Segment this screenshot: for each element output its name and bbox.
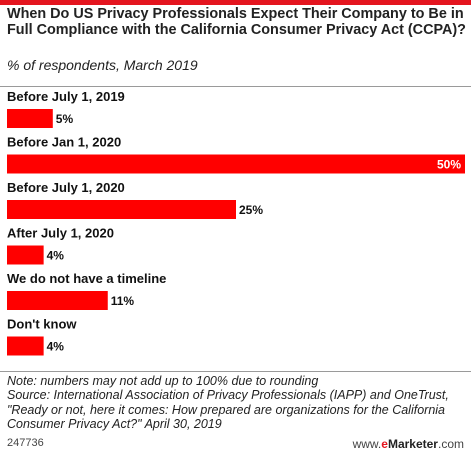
credit-suffix: .com (437, 437, 464, 451)
chart-subtitle: % of respondents, March 2019 (7, 57, 198, 73)
bar (7, 245, 44, 265)
bottom-divider (0, 371, 471, 372)
emarketer-credit: www.eMarketer.com (353, 437, 464, 451)
category-label: Before July 1, 2019 (7, 89, 125, 104)
note-text: Note: numbers may not add up to 100% due… (7, 374, 319, 388)
chart-id: 247736 (7, 437, 44, 449)
bar (7, 291, 108, 310)
category-label: Don't know (7, 317, 77, 332)
brand-e: e (381, 437, 388, 451)
chart-notes: Note: numbers may not add up to 100% due… (7, 374, 467, 432)
category-label: After July 1, 2020 (7, 226, 114, 241)
chart-footer: 247736 www.eMarketer.com (7, 437, 464, 453)
bar (7, 336, 44, 356)
value-label: 5% (56, 112, 74, 126)
top-accent-bar (0, 0, 471, 5)
value-label: 4% (47, 340, 65, 354)
category-label: We do not have a timeline (7, 271, 166, 286)
category-label: Before July 1, 2020 (7, 180, 125, 195)
value-label: 4% (47, 249, 65, 263)
brand-name: Marketer (387, 437, 438, 451)
top-divider (0, 86, 471, 87)
category-label: Before Jan 1, 2020 (7, 135, 121, 150)
value-label: 50% (437, 158, 461, 172)
chart-title: When Do US Privacy Professionals Expect … (7, 6, 466, 38)
source-text: Source: International Association of Pri… (7, 388, 449, 432)
bar (7, 200, 236, 219)
bar (7, 109, 53, 128)
bar (7, 154, 465, 174)
value-label: 25% (239, 203, 263, 217)
credit-prefix: www. (352, 437, 382, 451)
value-label: 11% (111, 294, 135, 308)
bar-chart: Before July 1, 2019 5% Before Jan 1, 2020 5… (7, 89, 465, 356)
